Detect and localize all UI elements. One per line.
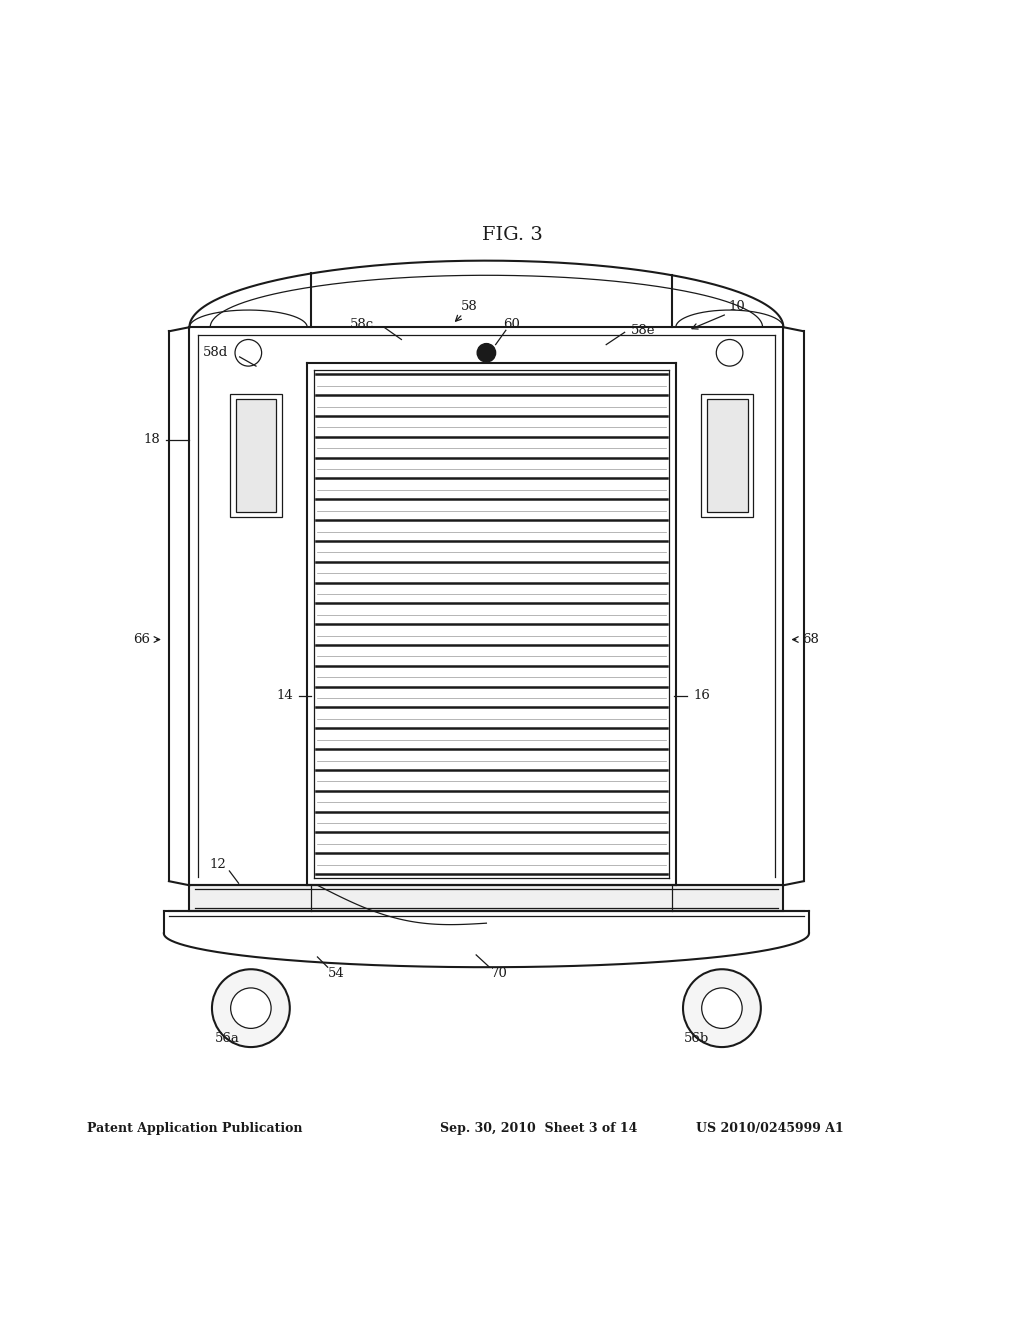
Text: 56a: 56a xyxy=(215,1032,240,1045)
Text: 70: 70 xyxy=(492,966,508,979)
Text: 18: 18 xyxy=(143,433,160,446)
Text: 56b: 56b xyxy=(684,1032,709,1045)
Text: 14: 14 xyxy=(276,689,293,702)
Bar xyxy=(701,393,753,516)
Text: Sep. 30, 2010  Sheet 3 of 14: Sep. 30, 2010 Sheet 3 of 14 xyxy=(440,1122,638,1135)
Text: 68: 68 xyxy=(803,634,819,645)
Text: 66: 66 xyxy=(133,634,150,645)
Text: 12: 12 xyxy=(210,858,226,871)
Text: 16: 16 xyxy=(693,689,710,702)
Circle shape xyxy=(230,987,271,1028)
Circle shape xyxy=(701,987,742,1028)
Text: 10: 10 xyxy=(729,300,745,313)
Circle shape xyxy=(212,969,290,1047)
Bar xyxy=(230,393,282,516)
Text: 58d: 58d xyxy=(203,346,227,359)
Text: 58c: 58c xyxy=(349,318,374,330)
Text: 60: 60 xyxy=(504,318,520,330)
Bar xyxy=(189,886,783,911)
Text: FIG. 3: FIG. 3 xyxy=(481,226,543,244)
Text: 58e: 58e xyxy=(631,323,655,337)
Bar xyxy=(707,399,748,512)
Bar xyxy=(236,399,276,512)
Circle shape xyxy=(683,969,761,1047)
Circle shape xyxy=(477,343,496,362)
Text: Patent Application Publication: Patent Application Publication xyxy=(87,1122,302,1135)
Text: 54: 54 xyxy=(328,966,344,979)
Text: 58: 58 xyxy=(461,300,477,313)
Text: US 2010/0245999 A1: US 2010/0245999 A1 xyxy=(696,1122,844,1135)
